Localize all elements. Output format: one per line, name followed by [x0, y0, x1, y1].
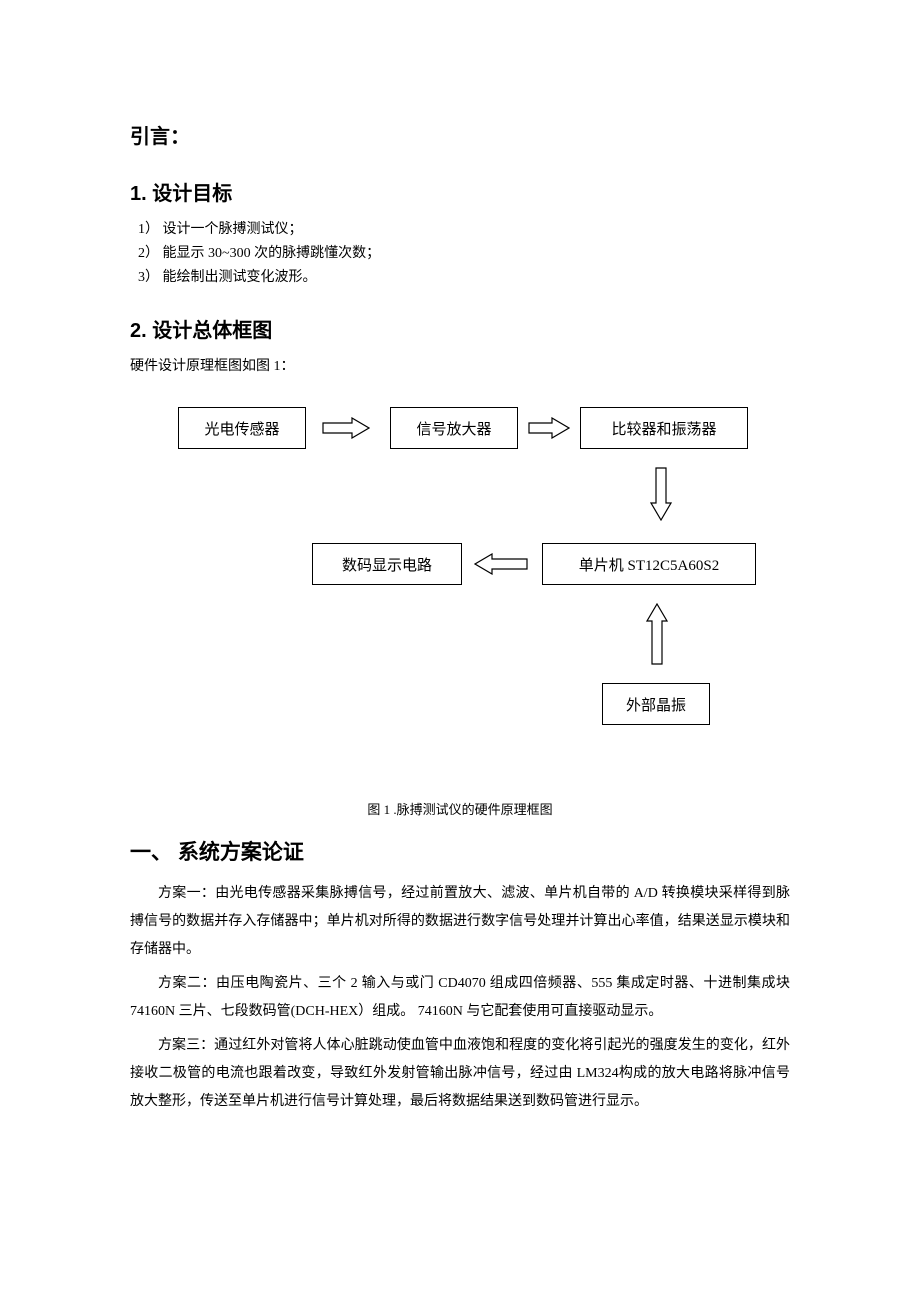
section-1: 1. 设计目标 1） 设计一个脉搏测试仪； 2） 能显示 30~300 次的脉搏… — [130, 177, 790, 290]
paragraph: 方案一：由光电传感器采集脉搏信号，经过前置放大、滤波、单片机自带的 A/D 转换… — [130, 880, 790, 964]
diagram-arrow-a3 — [650, 467, 672, 521]
diagram-node-sensor: 光电传感器 — [178, 407, 306, 449]
section-1-heading: 1. 设计目标 — [130, 177, 790, 206]
list-item: 1） 设计一个脉搏测试仪； — [130, 218, 790, 242]
diagram-node-amp: 信号放大器 — [390, 407, 518, 449]
diagram-caption: 图 1 .脉搏测试仪的硬件原理框图 — [130, 799, 790, 818]
diagram-node-mcu: 单片机 ST12C5A60S2 — [542, 543, 756, 585]
paragraph: 方案二：由压电陶瓷片、三个 2 输入与或门 CD4070 组成四倍频器、555 … — [130, 970, 790, 1026]
diagram-arrow-a4 — [474, 553, 528, 575]
diagram-arrow-a5 — [646, 603, 668, 665]
section-2-heading: 2. 设计总体框图 — [130, 314, 790, 343]
diagram-node-display: 数码显示电路 — [312, 543, 462, 585]
diagram-node-xtal: 外部晶振 — [602, 683, 710, 725]
list-item: 2） 能显示 30~300 次的脉搏跳懂次数； — [130, 242, 790, 266]
intro-heading: 引言： — [130, 120, 790, 149]
main-section-heading: 一、 系统方案论证 — [130, 836, 790, 866]
section-2: 2. 设计总体框图 硬件设计原理框图如图 1： — [130, 314, 790, 379]
diagram-node-comp: 比较器和振荡器 — [580, 407, 748, 449]
diagram-arrow-a1 — [322, 417, 370, 439]
list-item: 3） 能绘制出测试变化波形。 — [130, 266, 790, 290]
section-2-lead: 硬件设计原理框图如图 1： — [130, 355, 790, 379]
diagram-arrow-a2 — [528, 417, 570, 439]
block-diagram: 光电传感器 信号放大器 比较器和振荡器数码显示电路 单片机 ST12C5A60S2 外部… — [130, 391, 790, 791]
paragraph: 方案三：通过红外对管将人体心脏跳动使血管中血液饱和程度的变化将引起光的强度发生的… — [130, 1032, 790, 1116]
